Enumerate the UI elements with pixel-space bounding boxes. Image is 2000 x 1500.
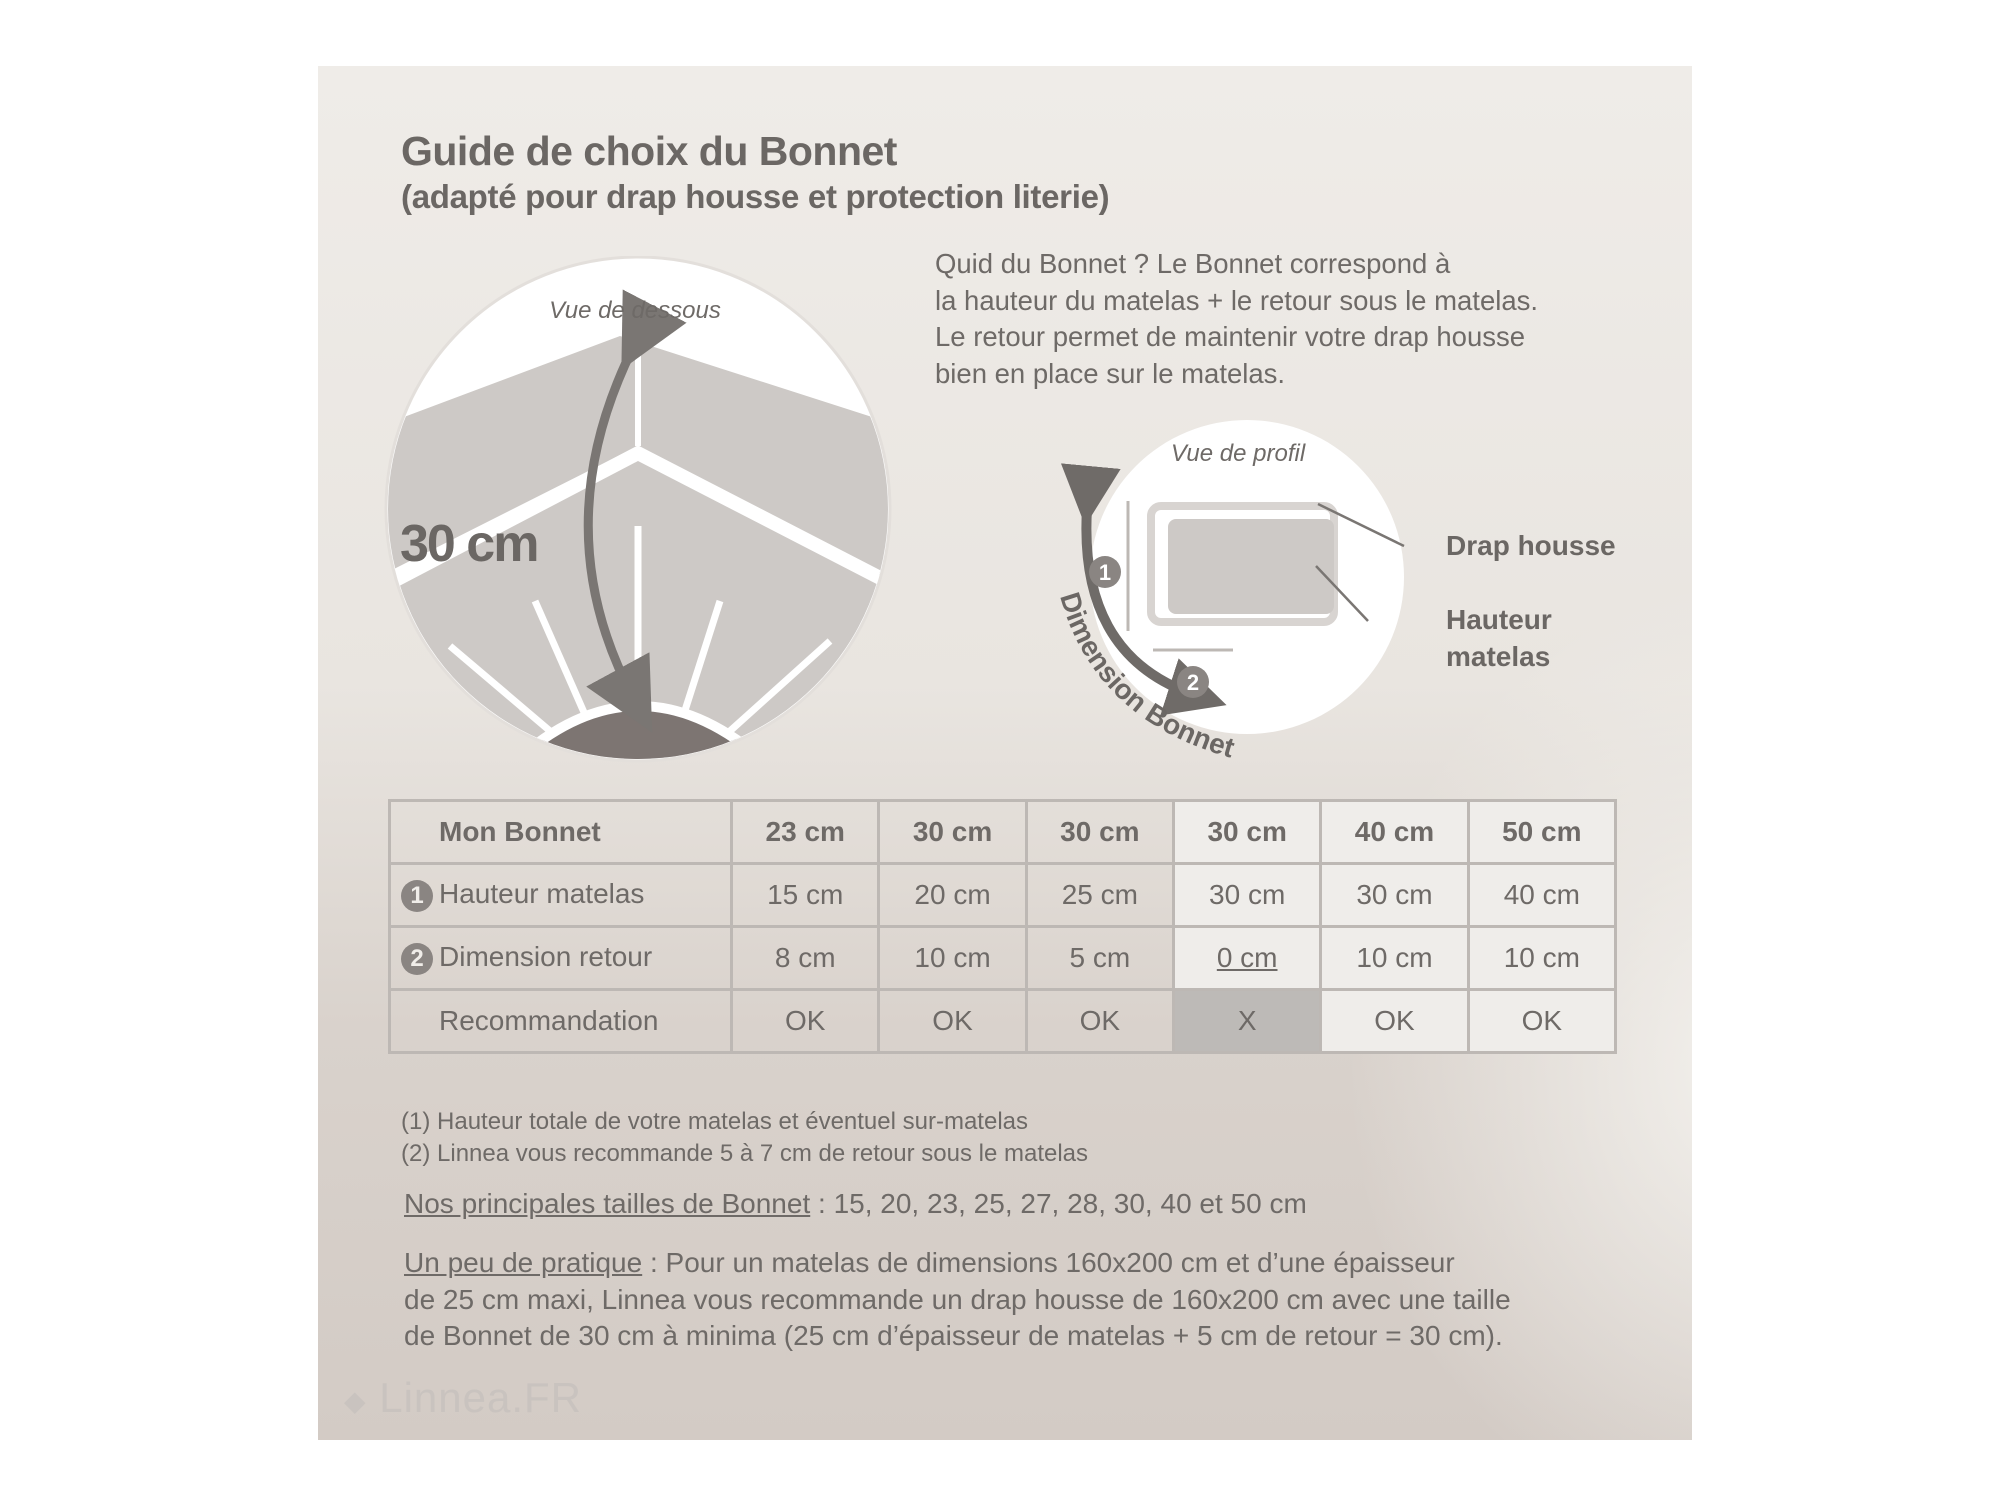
bonnet-arrow-icon <box>1060 463 1227 716</box>
table-cell: OK <box>1319 988 1470 1054</box>
footnote: (2) Linnea vous recommande 5 à 7 cm de r… <box>401 1140 1089 1167</box>
table-row: 2 Dimension retour 8 cm 10 cm 5 cm 0 cm 1… <box>387 925 1618 991</box>
linnea-logo: ◆ Linnea.FR <box>344 1374 582 1421</box>
marker-2-label: 2 <box>1187 670 1199 695</box>
bottom-view-caption: Vue de dessous <box>549 297 721 324</box>
page-subtitle: (adapté pour drap housse et protection l… <box>401 178 1110 215</box>
table-cell: 40 cm <box>1466 862 1618 928</box>
intro-line: bien en place sur le matelas. <box>935 357 1286 389</box>
header-cell: 40 cm <box>1319 799 1470 865</box>
row-label: 2 Dimension retour <box>387 925 734 991</box>
size-guide-panel: Guide de choix du Bonnet (adapté pour dr… <box>318 66 1692 1440</box>
table-row: Recommandation OK OK OK X OK OK <box>387 988 1618 1054</box>
intro-line: la hauteur du matelas + le retour sous l… <box>935 284 1539 316</box>
table-cell: 30 cm <box>1319 862 1470 928</box>
label-hauteur: Hauteur <box>1446 604 1552 635</box>
profile-view-diagram: 1 2 Vue de profil Dimension Bonnet <box>1054 420 1405 764</box>
table-cell: 30 cm <box>1171 862 1323 928</box>
row-label: Recommandation <box>387 988 734 1054</box>
header-cell: 30 cm <box>1171 799 1323 865</box>
label-drap-housse: Drap housse <box>1446 530 1616 561</box>
table-cell: OK <box>1466 988 1618 1054</box>
page-title: Guide de choix du Bonnet <box>401 128 897 174</box>
table-cell: 0 cm <box>1171 925 1323 991</box>
table-cell: 15 cm <box>730 862 881 928</box>
table-cell-rejected: X <box>1171 988 1323 1054</box>
label-matelas: matelas <box>1446 641 1551 672</box>
mattress-side <box>388 336 888 586</box>
header-cell: Mon Bonnet <box>387 799 734 865</box>
height-arrow-icon <box>583 289 687 733</box>
number-badge-icon: 2 <box>401 942 433 975</box>
measure-label: 30 cm <box>400 515 537 573</box>
marker-2-icon <box>1177 666 1209 698</box>
marker-1-icon <box>1089 556 1121 588</box>
table-header-row: Mon Bonnet 23 cm 30 cm 30 cm 30 cm 40 cm… <box>387 799 1618 865</box>
number-badge-icon: 1 <box>401 879 433 912</box>
table-cell: OK <box>1024 988 1176 1054</box>
main-sizes: Nos principales tailles de Bonnet : 15, … <box>404 1188 1307 1219</box>
table-cell: OK <box>730 988 881 1054</box>
table-row: 1 Hauteur matelas 15 cm 20 cm 25 cm 30 cm… <box>387 862 1618 928</box>
table-cell: 8 cm <box>730 925 881 991</box>
header-cell: 50 cm <box>1466 799 1618 865</box>
footnote: (1) Hauteur totale de votre matelas et é… <box>401 1108 1028 1135</box>
intro-line: Le retour permet de maintenir votre drap… <box>935 321 1526 352</box>
bottom-view-diagram: Vue de dessous 30 cm <box>384 256 892 763</box>
leaf-icon: ◆ <box>344 1385 367 1417</box>
table-cell: OK <box>877 988 1028 1054</box>
mattress-profile <box>1168 519 1334 614</box>
table-cell: 10 cm <box>1319 925 1470 991</box>
practical-example: Un peu de pratique : Pour un matelas de … <box>404 1247 1511 1351</box>
table-cell: 5 cm <box>1024 925 1176 991</box>
header-cell: 23 cm <box>730 799 881 865</box>
intro-line: Quid du Bonnet ? Le Bonnet correspond à <box>935 248 1451 279</box>
profile-caption: Vue de profil <box>1171 440 1306 467</box>
header-cell: 30 cm <box>1024 799 1176 865</box>
intro-text: Quid du Bonnet ? Le Bonnet correspond à … <box>935 246 1538 392</box>
bonnet-table: Mon Bonnet 23 cm 30 cm 30 cm 30 cm 40 cm… <box>387 799 1618 1054</box>
table-cell: 10 cm <box>877 925 1028 991</box>
marker-1-label: 1 <box>1099 560 1111 585</box>
table-cell: 25 cm <box>1024 862 1176 928</box>
table-cell: 10 cm <box>1466 925 1618 991</box>
table-cell: 20 cm <box>877 862 1028 928</box>
header-cell: 30 cm <box>877 799 1028 865</box>
row-label: 1 Hauteur matelas <box>387 862 734 928</box>
footnotes: (1) Hauteur totale de votre matelas et é… <box>401 1106 1088 1170</box>
